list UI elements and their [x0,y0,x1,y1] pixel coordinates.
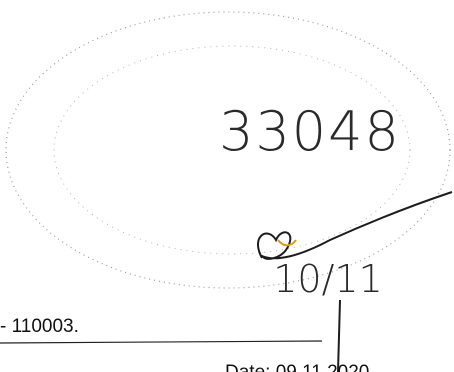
page: 33048 10/11 - 110003. Date: 09.11.2020 {… [0,0,454,372]
rule [0,341,322,343]
signature [258,192,452,259]
handwritten-date: 10/11 [273,257,383,301]
scan: 33048 10/11 - 110003. Date: 09.11.2020 [0,0,454,372]
pin-code: - 110003. [0,316,79,337]
date: Date: 09.11.2020 [225,362,369,372]
signature-accent [278,240,296,245]
handwritten-number: 33048 [219,100,401,163]
